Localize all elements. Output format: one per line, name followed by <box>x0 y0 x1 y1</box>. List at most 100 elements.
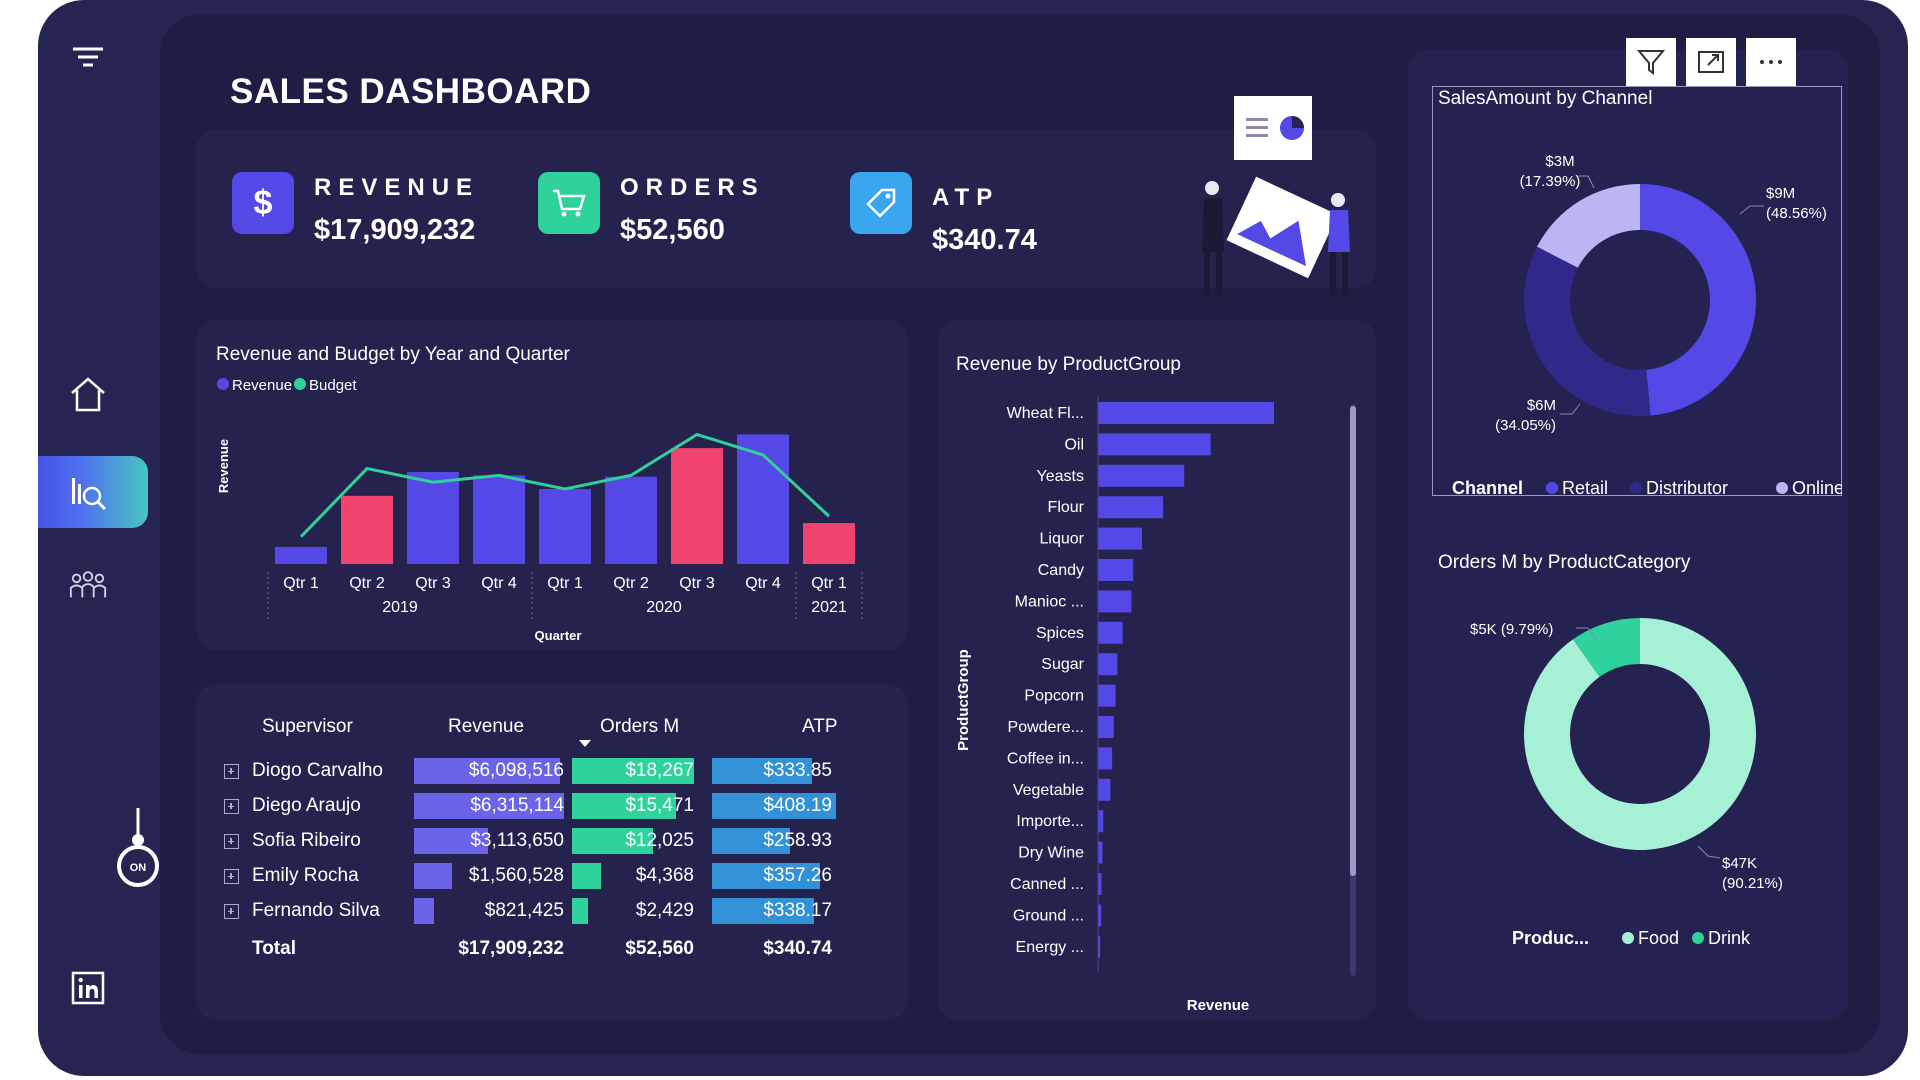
productgroup-bar <box>1098 402 1274 424</box>
col-orders[interactable]: Orders M <box>600 716 680 737</box>
atp-databar <box>712 758 813 784</box>
category-title: Orders M by ProductCategory <box>1438 552 1691 573</box>
slice-label-pct: (90.21%) <box>1722 875 1783 892</box>
revenue-bar <box>803 523 855 564</box>
legend-label: Distributor <box>1646 478 1728 498</box>
channel-donut-chart[interactable]: $9M (48.56%) $6M (34.05%) $3M (17.39%) Channel… <box>1432 114 1842 504</box>
col-supervisor[interactable]: Supervisor <box>262 716 353 737</box>
x-tick-label: Qtr 1 <box>547 575 583 592</box>
filter-lines-icon[interactable] <box>68 38 108 78</box>
x-tick-label: Qtr 3 <box>415 575 451 592</box>
leader-line <box>1697 845 1721 859</box>
category-label: Spices <box>1036 625 1084 642</box>
people-icon[interactable] <box>68 566 108 606</box>
productgroup-bar <box>1098 527 1142 550</box>
slice-label-pct: (17.39%) <box>1520 173 1581 190</box>
productgroup-bar <box>1098 904 1102 927</box>
category-label: Dry Wine <box>1018 845 1084 862</box>
selected-visual-frame[interactable] <box>1432 86 1842 496</box>
revenue-value: $821,425 <box>484 900 564 921</box>
kpi-atp-label: ATP <box>932 184 1000 211</box>
orders-value: $15,471 <box>625 795 694 816</box>
table-row[interactable]: Emily Rocha $1,560,528 $4,368 $357.26 <box>196 859 896 893</box>
table-row[interactable]: Sofia Ribeiro $3,113,650 $12,025 $258.93 <box>196 824 896 858</box>
category-label: Candy <box>1038 562 1084 579</box>
legend-swatch <box>1630 482 1642 494</box>
orders-databar <box>572 793 676 819</box>
productgroup-bar <box>1098 433 1211 456</box>
expand-icon[interactable] <box>224 834 239 849</box>
slice-label-amount: $47K <box>1722 855 1757 872</box>
supervisor-name: Emily Rocha <box>252 865 359 886</box>
col-atp[interactable]: ATP <box>802 716 838 737</box>
chart-search-icon[interactable] <box>68 472 108 512</box>
report-canvas: SALES DASHBOARD $ REVENUE $17,909,232 OR… <box>160 14 1880 1054</box>
category-label: Vegetable <box>1013 782 1084 799</box>
category-label: Liquor <box>1040 531 1085 548</box>
category-label: Coffee in... <box>1007 750 1084 767</box>
active-nav-highlight[interactable] <box>38 456 148 528</box>
total-revenue: $17,909,232 <box>458 938 564 959</box>
revenue-bar <box>275 546 327 564</box>
table-row[interactable]: Diogo Carvalho $6,098,516 $18,267 $333.85 <box>196 754 896 788</box>
expand-icon[interactable] <box>224 799 239 814</box>
category-donut-chart[interactable]: $47K (90.21%) $5K (9.79%) Produc... Food Drin… <box>1432 584 1842 984</box>
orders-value: $2,429 <box>635 900 694 921</box>
focus-mode-icon[interactable] <box>1686 38 1736 86</box>
supervisor-name: Diego Araujo <box>252 795 361 816</box>
expand-icon[interactable] <box>224 904 239 919</box>
productgroup-bar <box>1098 684 1116 707</box>
on-switch-icon[interactable]: ON <box>116 806 160 890</box>
orders-value: $12,025 <box>625 830 694 851</box>
leader-line <box>1739 205 1764 215</box>
x-tick-label: Qtr 2 <box>613 575 649 592</box>
revenue-budget-title: Revenue and Budget by Year and Quarter <box>216 344 570 365</box>
page-title: SALES DASHBOARD <box>230 72 592 111</box>
slice-label-pct: (48.56%) <box>1766 205 1827 222</box>
table-row[interactable]: Diego Araujo $6,315,114 $15,471 $408.19 <box>196 789 896 823</box>
svg-text:ON: ON <box>130 862 147 874</box>
table-total-row: Total $17,909,232 $52,560 $340.74 <box>196 932 896 966</box>
category-label: Popcorn <box>1024 688 1084 705</box>
productgroup-bar <box>1098 590 1132 613</box>
atp-databar <box>712 793 836 819</box>
total-atp: $340.74 <box>763 938 832 959</box>
productgroup-chart[interactable]: Wheat Fl... Oil Yeasts Flour Liquor Candy Mani… <box>938 320 1376 1020</box>
home-icon[interactable] <box>68 374 108 414</box>
x-tick-label: Qtr 1 <box>811 575 847 592</box>
col-revenue[interactable]: Revenue <box>448 716 525 737</box>
revenue-budget-panel: Revenue and Budget by Year and Quarter R… <box>196 320 908 650</box>
expand-icon[interactable] <box>224 764 239 779</box>
more-options-icon[interactable] <box>1746 38 1796 86</box>
sort-desc-icon[interactable] <box>579 740 591 747</box>
revenue-budget-chart[interactable]: Revenue Budget Revenue Qtr 1 Qtr 2 Qtr 3 Qtr 4… <box>196 320 908 650</box>
donut-slice <box>1537 184 1640 268</box>
legend-revenue-label: Revenue <box>232 377 292 394</box>
productgroup-bar <box>1098 716 1114 738</box>
tag-icon <box>850 172 912 234</box>
dollar-icon: $ <box>232 172 294 234</box>
productgroup-bar <box>1098 747 1113 770</box>
filter-icon[interactable] <box>1626 38 1676 86</box>
x-year-label: 2021 <box>811 599 847 616</box>
revenue-databar <box>414 828 488 854</box>
category-label: Manioc ... <box>1015 593 1084 610</box>
total-label: Total <box>252 938 296 959</box>
category-label: Importe... <box>1016 813 1084 830</box>
atp-databar <box>712 863 820 889</box>
scrollbar-thumb[interactable] <box>1350 406 1356 876</box>
category-label: Sugar <box>1041 656 1084 673</box>
expand-icon[interactable] <box>224 869 239 884</box>
category-label: Yeasts <box>1037 468 1084 485</box>
table-row[interactable]: Fernando Silva $821,425 $2,429 $338.17 <box>196 894 896 928</box>
kpi-revenue-value: $17,909,232 <box>314 214 476 246</box>
linkedin-icon[interactable] <box>68 968 108 1008</box>
legend-label: Drink <box>1708 928 1751 948</box>
category-label: Wheat Fl... <box>1007 405 1084 422</box>
donut-slice <box>1524 246 1651 416</box>
slice-label-amount: $9M <box>1766 185 1795 202</box>
x-tick-label: Qtr 4 <box>745 575 781 592</box>
revenue-databar <box>414 758 560 784</box>
x-tick-label: Qtr 3 <box>679 575 715 592</box>
category-label: Energy ... <box>1016 939 1084 956</box>
